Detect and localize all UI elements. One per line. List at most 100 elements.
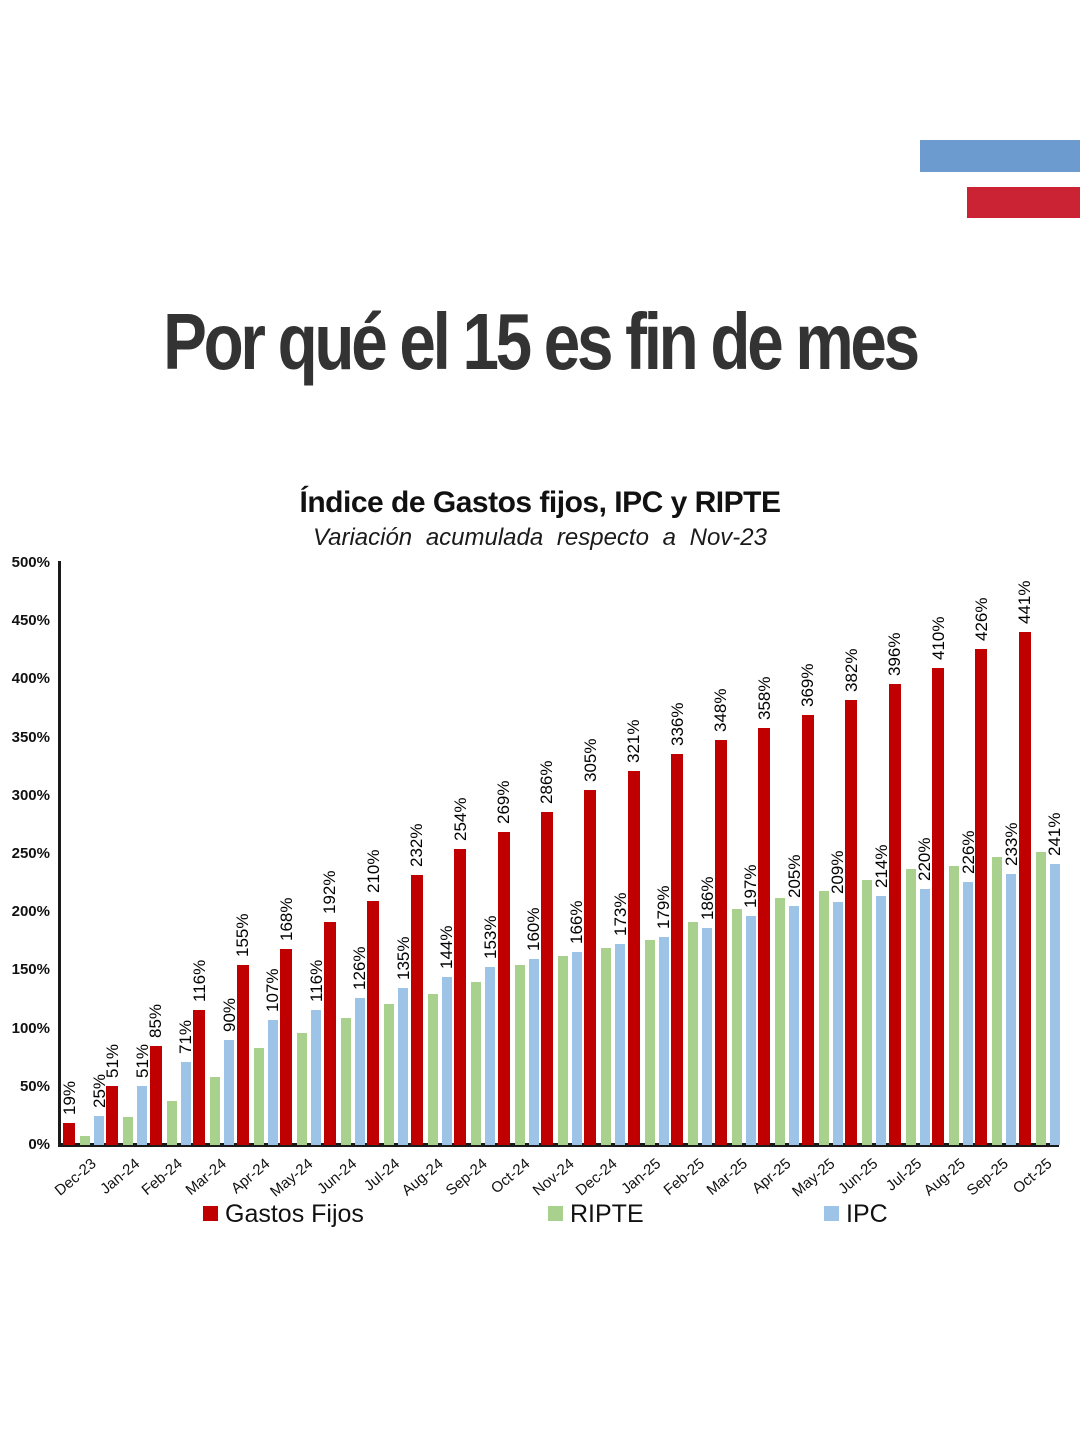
bar-value-label: 336% — [667, 702, 687, 746]
x-axis-label: Oct-24 — [488, 1155, 534, 1198]
bar-value-label: 305% — [580, 738, 600, 782]
bar-gastos-fijos — [454, 849, 467, 1145]
bar-gastos-fijos — [497, 831, 510, 1145]
bar-ripte — [123, 1117, 134, 1145]
bar-ripte — [557, 956, 568, 1145]
bar-value-label: 369% — [798, 663, 818, 708]
y-axis-label: 200% — [11, 903, 50, 921]
bar-ipc — [832, 901, 843, 1145]
bar-value-label: 25% — [89, 1073, 109, 1108]
decorative-blue-bar — [920, 140, 1080, 172]
bar-value-label: 85% — [146, 1004, 166, 1039]
x-axis-label: Dec-24 — [572, 1155, 621, 1200]
bar-gastos-fijos — [410, 874, 423, 1145]
bar-ipc — [658, 936, 669, 1145]
bar-value-label: 321% — [624, 719, 644, 764]
x-axis-label: Jan-24 — [96, 1155, 143, 1198]
bar-ipc — [224, 1040, 235, 1145]
bar-ripte — [427, 993, 438, 1145]
bar-value-label: 192% — [320, 870, 340, 914]
bar-ipc — [94, 1115, 104, 1145]
x-axis-label: Apr-25 — [749, 1155, 795, 1198]
bar-ripte — [297, 1033, 308, 1145]
x-axis-label: Apr-24 — [227, 1155, 274, 1198]
x-axis-label: Feb-25 — [660, 1155, 708, 1199]
bar-value-label: 179% — [654, 885, 674, 929]
bar-ripte — [166, 1100, 177, 1145]
legend-label-ipc: IPC — [846, 1200, 888, 1228]
y-axis-label: 450% — [11, 612, 50, 630]
bar-ipc — [441, 977, 452, 1145]
bar-gastos-fijos — [627, 771, 640, 1145]
bar-value-label: 160% — [524, 907, 543, 951]
bar-value-label: 214% — [871, 844, 891, 888]
bar-value-label: 166% — [567, 900, 587, 944]
decorative-red-bar — [967, 187, 1080, 218]
y-axis-label: 50% — [19, 1077, 50, 1095]
bar-value-label: 116% — [189, 959, 209, 1002]
y-axis-label: 400% — [11, 670, 50, 688]
bar-value-label: 71% — [176, 1020, 196, 1055]
legend-label-ripte: RIPTE — [570, 1200, 644, 1228]
bar-gastos-fijos — [367, 900, 380, 1145]
bar-value-label: 348% — [711, 688, 731, 732]
bar-gastos-fijos — [714, 739, 727, 1145]
bar-value-label: 51% — [102, 1043, 122, 1078]
bar-gastos-fijos — [63, 1122, 75, 1145]
bar-value-label: 107% — [263, 968, 283, 1013]
bar-ipc — [311, 1009, 322, 1145]
x-axis-label: Oct-25 — [1009, 1155, 1056, 1198]
bar-ripte — [1035, 851, 1046, 1145]
bar-ipc — [1049, 864, 1060, 1145]
bar-value-label: 135% — [393, 936, 413, 980]
bar-ipc — [919, 888, 930, 1145]
bar-gastos-fijos — [236, 964, 249, 1145]
bar-value-label: 153% — [480, 915, 500, 959]
y-axis-label: 300% — [11, 786, 50, 804]
bar-ripte — [731, 908, 742, 1145]
bar-ripte — [340, 1018, 351, 1145]
y-axis-label: 350% — [11, 728, 50, 746]
bar-value-label: 382% — [841, 648, 861, 693]
bar-ipc — [745, 915, 756, 1145]
bar-gastos-fijos — [1018, 631, 1031, 1145]
bar-gastos-fijos — [932, 667, 944, 1145]
bar-ipc — [876, 895, 887, 1145]
bar-ipc — [963, 881, 973, 1145]
y-axis-label: 250% — [11, 845, 50, 862]
bar-value-label: 173% — [610, 892, 630, 936]
bar-ipc — [1006, 873, 1017, 1145]
bar-ripte — [384, 1004, 395, 1145]
bar-gastos-fijos — [584, 789, 597, 1145]
bar-ripte — [862, 879, 873, 1145]
bar-ipc — [180, 1062, 191, 1145]
y-axis-line — [58, 561, 61, 1147]
bar-ipc — [571, 951, 582, 1145]
bar-value-label: 441% — [1015, 580, 1035, 624]
bar-gastos-fijos — [758, 728, 771, 1145]
bar-gastos-fijos — [671, 753, 684, 1145]
bar-value-label: 220% — [915, 837, 935, 881]
bar-value-label: 226% — [958, 830, 978, 874]
y-axis-label: 150% — [11, 961, 50, 979]
bar-value-label: 116% — [306, 959, 326, 1002]
bar-value-label: 209% — [828, 850, 848, 894]
bar-value-label: 396% — [885, 632, 905, 677]
x-axis-label: Mar-25 — [703, 1155, 752, 1199]
bar-ripte — [688, 921, 699, 1145]
x-axis-line — [58, 1143, 1059, 1147]
bar-ipc — [398, 987, 409, 1145]
page-title: Por qué el 15 es fin de mes — [163, 297, 920, 386]
bar-value-label: 426% — [971, 597, 991, 642]
bar-value-label: 186% — [697, 877, 717, 921]
bar-value-label: 269% — [494, 780, 513, 824]
bar-value-label: 410% — [928, 616, 948, 660]
legend-swatch-ipc — [824, 1206, 839, 1221]
bar-gastos-fijos — [106, 1085, 119, 1145]
bar-ripte — [992, 857, 1003, 1145]
bar-gastos-fijos — [149, 1046, 162, 1145]
bar-ripte — [601, 948, 612, 1145]
bar-gastos-fijos — [975, 649, 988, 1145]
